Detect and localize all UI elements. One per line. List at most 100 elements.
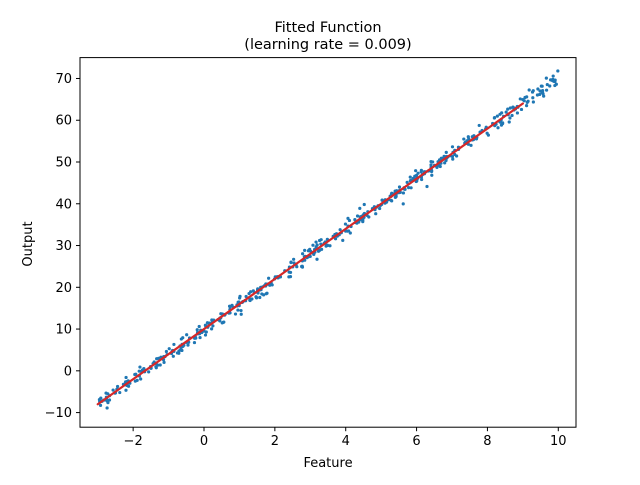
scatter-point: [244, 294, 248, 299]
scatter-point: [341, 238, 345, 242]
scatter-point: [420, 177, 424, 182]
scatter-point: [312, 252, 316, 256]
scatter-point: [303, 248, 307, 252]
scatter-point: [504, 110, 508, 114]
scatter-point: [175, 351, 180, 355]
scatter-point: [486, 133, 490, 137]
scatter-point: [306, 249, 310, 253]
scatter-point: [318, 248, 322, 252]
scatter-point: [492, 116, 496, 120]
fitted-line: [96, 102, 524, 406]
scatter-point: [374, 212, 378, 216]
scatter-point: [346, 216, 350, 220]
scatter-point: [210, 327, 214, 331]
scatter-point: [467, 137, 471, 141]
scatter-point: [525, 95, 529, 99]
scatter-point: [262, 293, 266, 297]
scatter-point: [430, 173, 434, 177]
scatter-point: [348, 231, 352, 235]
scatter-point: [333, 237, 338, 241]
scatter-point: [292, 257, 296, 261]
x-axis: −2 0 2 4 6 8 10: [124, 427, 567, 449]
scatter-point: [540, 84, 544, 88]
scatter-point: [462, 137, 466, 141]
scatter-point: [507, 120, 511, 124]
scatter-point: [496, 126, 500, 130]
scatter-point: [192, 340, 197, 345]
scatter-point: [553, 83, 557, 88]
scatter-point: [338, 228, 342, 232]
scatter-point: [531, 100, 535, 104]
scatter-point: [515, 111, 520, 115]
scatter-point: [508, 116, 512, 120]
scatter-point: [172, 342, 176, 347]
scatter-point: [314, 240, 318, 244]
scatter-point: [185, 333, 189, 337]
scatter-point: [353, 218, 357, 222]
scatter-point: [228, 305, 232, 309]
y-tick-label: 20: [55, 281, 72, 296]
scatter-point: [134, 372, 138, 376]
scatter-point: [530, 90, 535, 94]
scatter-point: [510, 113, 514, 118]
x-tick-label: 8: [483, 434, 491, 449]
scatter-point: [239, 308, 243, 313]
scatter-point: [453, 152, 457, 157]
scatter-point: [155, 357, 159, 361]
x-tick-label: −2: [124, 434, 143, 449]
scatter-point: [98, 403, 103, 407]
scatter-point: [142, 367, 146, 371]
scatter-point: [429, 163, 433, 167]
scatter-point: [247, 291, 251, 296]
y-tick-label: 40: [55, 197, 72, 212]
scatter-point: [407, 186, 411, 190]
scatter-point: [106, 400, 110, 405]
x-tick-label: 0: [200, 434, 208, 449]
scatter-point: [124, 375, 128, 380]
scatter-point: [506, 107, 510, 111]
scatter-point: [162, 360, 166, 364]
scatter-point: [345, 229, 350, 233]
scatter-point: [477, 123, 481, 128]
scatter-point: [525, 100, 529, 105]
scatter-point: [126, 384, 131, 388]
scatter-point: [444, 150, 448, 155]
scatter-point: [343, 222, 348, 226]
scatter-point: [236, 308, 240, 312]
scatter-point: [394, 194, 398, 199]
scatter-point: [544, 76, 548, 80]
y-tick-label: 10: [55, 323, 72, 338]
scatter-point: [267, 276, 271, 280]
plot-area-frame: [79, 57, 577, 428]
scatter-point: [355, 214, 360, 218]
scatter-point: [443, 161, 447, 165]
scatter-point: [538, 92, 542, 97]
scatter-point: [469, 143, 473, 147]
scatter-point: [105, 406, 109, 410]
scatter-point: [499, 123, 504, 127]
scatter-point: [264, 292, 268, 296]
scatter-point: [135, 378, 139, 383]
scatter-point: [451, 157, 455, 161]
scatter-point: [255, 296, 259, 300]
scatter-point: [138, 365, 142, 369]
x-tick-label: 2: [271, 434, 279, 449]
scatter-point: [540, 90, 544, 95]
scatter-point: [118, 390, 122, 395]
y-tick-label: 50: [55, 156, 72, 171]
scatter-point: [495, 114, 499, 118]
scatter-point: [198, 335, 202, 340]
scatter-point: [288, 275, 293, 279]
fitted-line-group: [96, 102, 524, 406]
scatter-point: [211, 324, 215, 328]
scatter-point: [416, 171, 420, 175]
scatter-point: [233, 312, 238, 316]
scatter-point: [548, 84, 552, 88]
scatter-point: [315, 257, 319, 261]
scatter-point: [248, 298, 252, 303]
scatter-point: [270, 283, 274, 287]
scatter-point: [288, 270, 293, 275]
scatter-point: [319, 238, 323, 242]
scatter-point: [419, 170, 423, 174]
